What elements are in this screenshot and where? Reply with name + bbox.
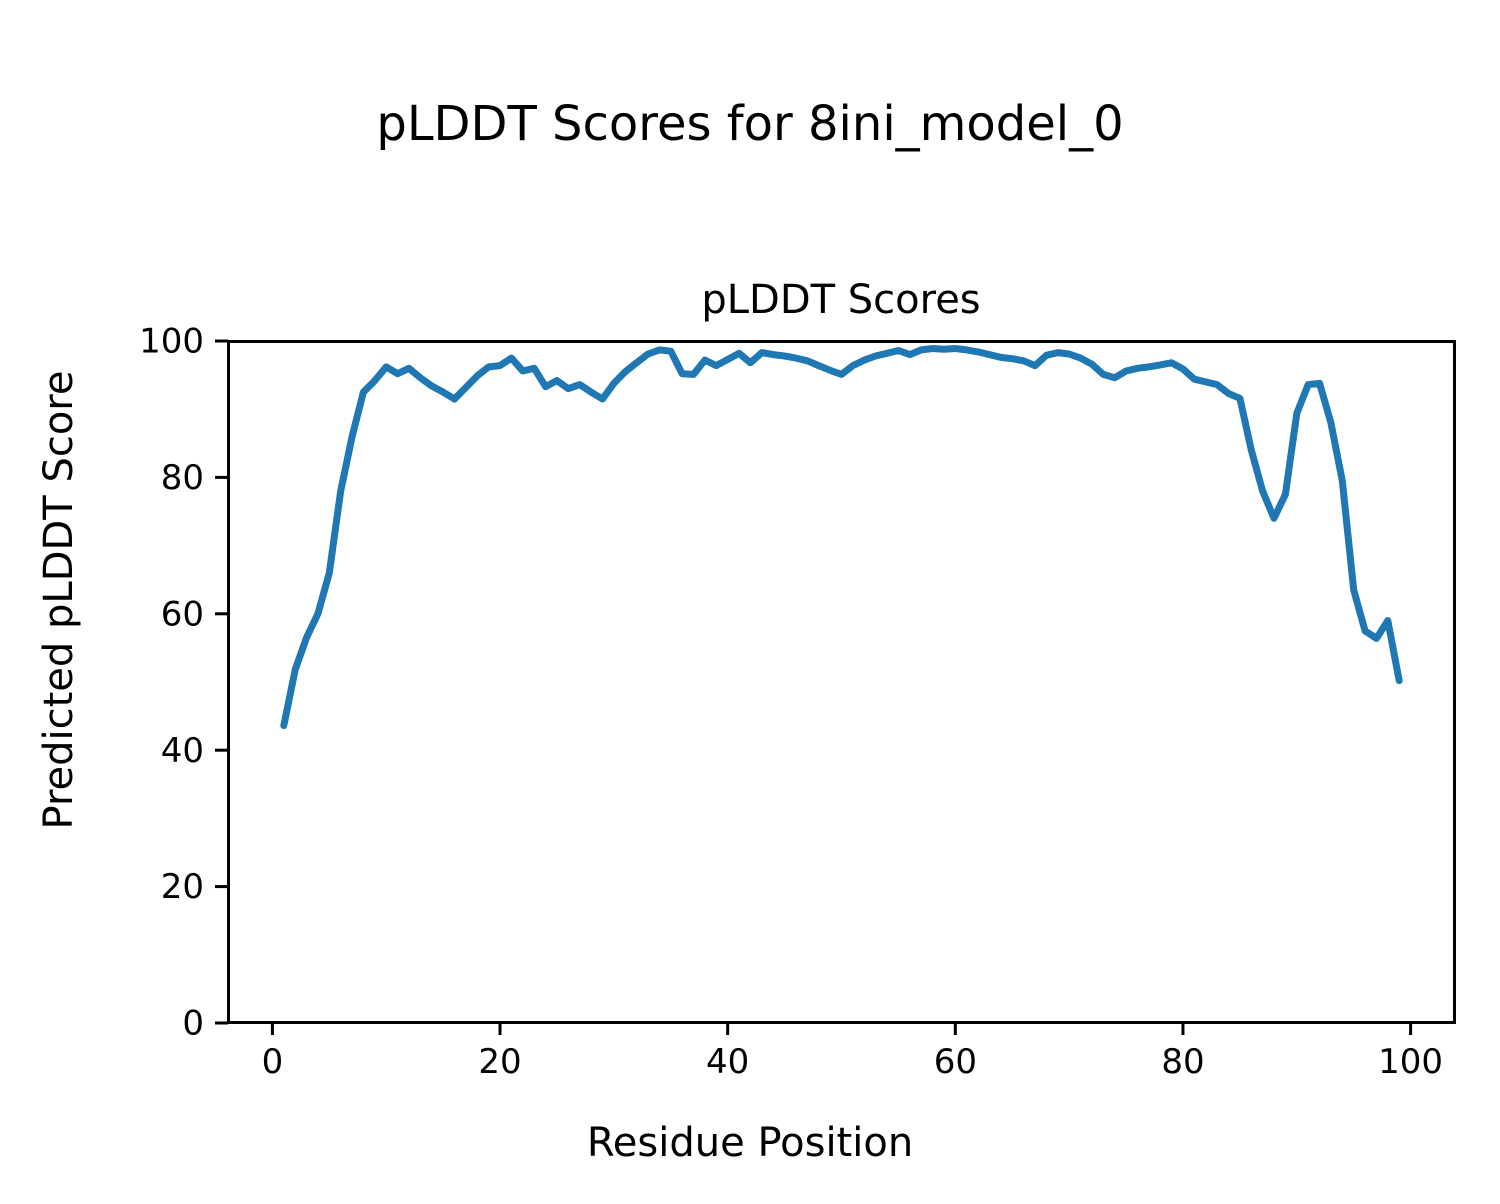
y-axis-label: Predicted pLDDT Score: [36, 371, 82, 830]
y-tick-label: 60: [161, 594, 204, 634]
x-tick-label: 0: [262, 1042, 284, 1082]
axes-title: pLDDT Scores: [701, 277, 980, 323]
y-tick-label: 0: [182, 1004, 204, 1044]
y-tick-label: 20: [161, 867, 204, 907]
y-tick-label: 100: [139, 322, 204, 362]
plot-area-spines: [227, 340, 1456, 1024]
y-tick-label: 40: [161, 731, 204, 771]
x-tick-label: 80: [1161, 1042, 1204, 1082]
x-ticks: 0 20 40 60 80 100: [262, 1023, 1443, 1082]
x-tick-label: 40: [706, 1042, 749, 1082]
x-tick-label: 20: [478, 1042, 521, 1082]
figure-suptitle: pLDDT Scores for 8ini_model_0: [376, 96, 1123, 152]
x-tick-label: 60: [934, 1042, 977, 1082]
x-axis-label: Residue Position: [587, 1120, 913, 1166]
x-tick-label: 100: [1378, 1042, 1443, 1082]
y-tick-label: 80: [161, 458, 204, 498]
plddt-line: [280, 345, 1403, 730]
y-ticks: 0 20 40 60 80 100: [139, 322, 228, 1044]
